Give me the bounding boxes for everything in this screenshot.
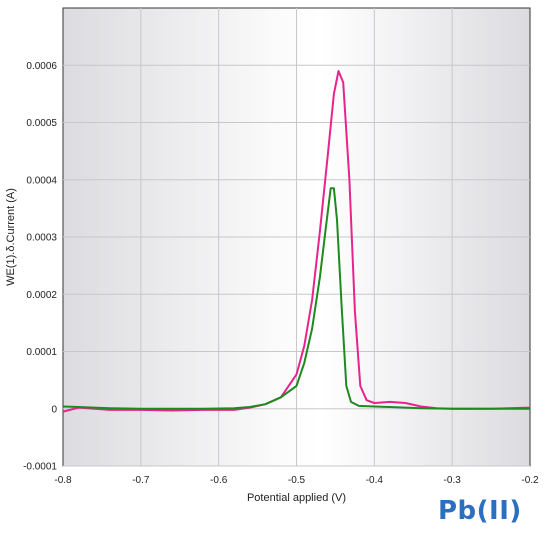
y-tick-label: -0.0001	[23, 462, 57, 473]
y-tick-label: 0.0002	[26, 290, 57, 301]
y-tick-label: 0.0001	[26, 347, 57, 358]
x-tick-label: -0.4	[366, 475, 384, 486]
analyte-annotation: Pb(II)	[438, 496, 522, 526]
x-tick-label: -0.6	[210, 475, 228, 486]
x-tick-label: -0.5	[288, 475, 306, 486]
x-axis-title: Potential applied (V)	[247, 492, 346, 504]
series-line-2	[62, 187, 530, 410]
tick-labels: -0.8 -0.7 -0.6 -0.5 -0.4 -0.3 -0.2 -0.0001 0 0.00…	[23, 61, 539, 486]
x-tick-label: -0.2	[521, 475, 539, 486]
y-tick-label: 0.0003	[26, 233, 57, 244]
y-tick-label: 0.0006	[26, 61, 57, 72]
x-tick-label: -0.3	[444, 475, 462, 486]
y-tick-label: 0.0005	[26, 118, 57, 129]
x-tick-label: -0.8	[54, 475, 72, 486]
series-group	[62, 70, 531, 413]
x-tick-label: -0.7	[132, 475, 150, 486]
series-line-1	[62, 70, 531, 413]
y-tick-label: 0.0004	[26, 175, 57, 186]
y-tick-label: 0	[51, 404, 57, 415]
y-axis-title: WE(1).δ.Current (A)	[5, 188, 17, 286]
